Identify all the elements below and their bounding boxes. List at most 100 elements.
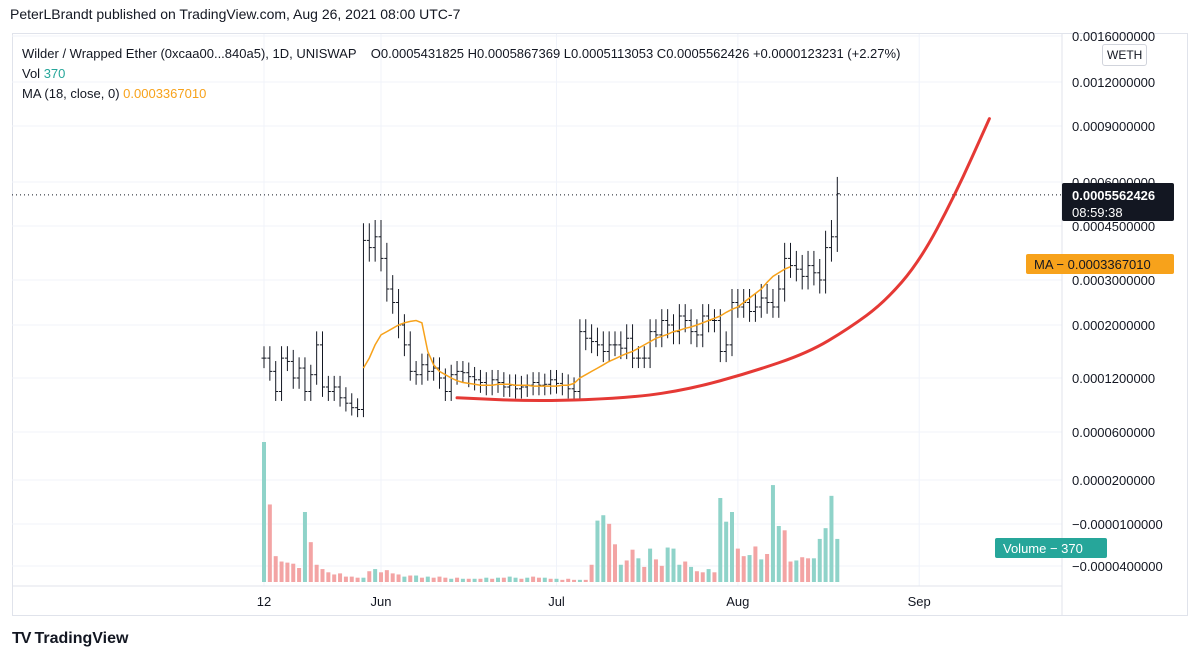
volume-bar bbox=[700, 572, 705, 582]
volume-bar bbox=[753, 546, 758, 582]
price-bar bbox=[711, 309, 717, 333]
price-tick-label: 0.0002000000 bbox=[1072, 318, 1155, 333]
price-bar bbox=[583, 319, 589, 351]
ma-label[interactable]: MA (18, close, 0) bbox=[22, 86, 120, 101]
price-bar bbox=[425, 353, 431, 381]
volume-bar bbox=[531, 576, 536, 582]
ma-tag-text: MA − 0.0003367010 bbox=[1034, 257, 1151, 272]
ma-row: MA (18, close, 0) 0.0003367010 bbox=[22, 84, 900, 104]
volume-bar bbox=[730, 512, 734, 582]
volume-bar bbox=[788, 561, 793, 582]
volume-bar bbox=[554, 578, 559, 582]
volume-bar bbox=[747, 555, 752, 582]
volume-bar bbox=[782, 530, 787, 582]
price-bar bbox=[396, 289, 402, 339]
volume-bar bbox=[279, 561, 284, 582]
volume-bar bbox=[437, 576, 442, 582]
volume-bar bbox=[706, 569, 711, 582]
price-bars bbox=[261, 176, 840, 418]
price-bar bbox=[799, 254, 805, 290]
price-axis: 0.0016000000 0.0012000000 0.0009000000 0.00… bbox=[1072, 29, 1163, 574]
time-tick-label: 12 bbox=[257, 594, 271, 609]
volume-bar bbox=[355, 577, 360, 582]
price-bar bbox=[554, 369, 559, 394]
price-bar bbox=[267, 346, 273, 381]
symbol-name[interactable]: Wilder / Wrapped Ether (0xcaa00...840a5)… bbox=[22, 46, 357, 61]
price-bar bbox=[536, 372, 542, 396]
volume-tag-text: Volume − 370 bbox=[1003, 541, 1083, 556]
price-bar bbox=[279, 346, 285, 401]
price-bar bbox=[782, 242, 788, 302]
volume-bar bbox=[297, 568, 302, 582]
tradingview-brand[interactable]: TV TradingView bbox=[12, 630, 128, 648]
tradingview-logo-icon: TV bbox=[12, 630, 31, 647]
price-bar bbox=[360, 223, 366, 418]
volume-label[interactable]: Vol bbox=[22, 66, 41, 81]
volume-bar bbox=[384, 570, 389, 582]
volume-bar bbox=[373, 569, 378, 582]
volume-bar bbox=[496, 577, 500, 582]
currency-label[interactable]: WETH bbox=[1102, 44, 1148, 66]
volume-bar bbox=[583, 579, 588, 582]
volume-bar bbox=[449, 578, 454, 582]
price-bar bbox=[793, 250, 799, 282]
volume-bar bbox=[835, 538, 840, 582]
volume-bar bbox=[472, 578, 477, 582]
rounding-curve-path bbox=[455, 117, 991, 402]
price-bar bbox=[284, 346, 290, 372]
volume-bar bbox=[671, 548, 676, 582]
symbol-row: Wilder / Wrapped Ether (0xcaa00...840a5)… bbox=[22, 44, 900, 64]
volume-bar bbox=[624, 560, 629, 582]
price-bar bbox=[343, 387, 349, 412]
price-bar bbox=[325, 375, 331, 401]
price-bar bbox=[805, 250, 811, 290]
ma-value: 0.0003367010 bbox=[123, 86, 207, 101]
price-bar bbox=[817, 258, 823, 294]
volume-bar bbox=[630, 549, 635, 582]
price-bar bbox=[472, 366, 478, 391]
volume-bar bbox=[829, 495, 834, 582]
ma-polyline bbox=[362, 266, 791, 387]
price-bar bbox=[384, 242, 390, 302]
countdown-value: 08:59:38 bbox=[1072, 205, 1123, 220]
price-bar bbox=[729, 289, 735, 357]
volume-bar bbox=[338, 573, 343, 582]
volume-bar bbox=[314, 564, 319, 582]
price-bar bbox=[477, 369, 483, 393]
price-tick-label: 0.0000600000 bbox=[1072, 425, 1155, 440]
volume-bar bbox=[642, 566, 647, 582]
price-tick-label: 0.0009000000 bbox=[1072, 119, 1155, 134]
price-bar bbox=[618, 331, 624, 360]
time-tick-label: Jun bbox=[371, 594, 392, 609]
ma-line bbox=[12, 194, 1062, 387]
price-bar bbox=[419, 353, 425, 385]
volume-bar bbox=[636, 558, 641, 582]
volume-bar bbox=[291, 563, 296, 582]
volume-bar bbox=[776, 526, 781, 582]
price-bar bbox=[460, 361, 466, 383]
volume-bar bbox=[607, 523, 612, 582]
price-bar bbox=[401, 314, 407, 357]
volume-bar bbox=[613, 544, 617, 582]
price-bar bbox=[823, 230, 829, 294]
volume-bar bbox=[349, 576, 354, 582]
volume-bar bbox=[665, 547, 670, 582]
brand-name: TradingView bbox=[34, 630, 129, 647]
volume-bar bbox=[414, 575, 419, 582]
price-bar bbox=[788, 242, 793, 278]
price-bar bbox=[372, 220, 378, 262]
price-bar bbox=[776, 275, 782, 318]
price-bar bbox=[671, 314, 676, 345]
volume-bar bbox=[308, 542, 313, 582]
price-bar bbox=[577, 319, 583, 401]
price-bar bbox=[390, 275, 396, 314]
volume-row: Vol 370 bbox=[22, 64, 900, 84]
volume-bar bbox=[379, 572, 383, 582]
volume-bar bbox=[262, 442, 266, 582]
price-bar bbox=[764, 283, 770, 314]
volume-bar bbox=[601, 515, 606, 582]
volume-bar bbox=[677, 564, 682, 582]
volume-bar bbox=[572, 579, 577, 582]
price-bar bbox=[594, 327, 600, 357]
